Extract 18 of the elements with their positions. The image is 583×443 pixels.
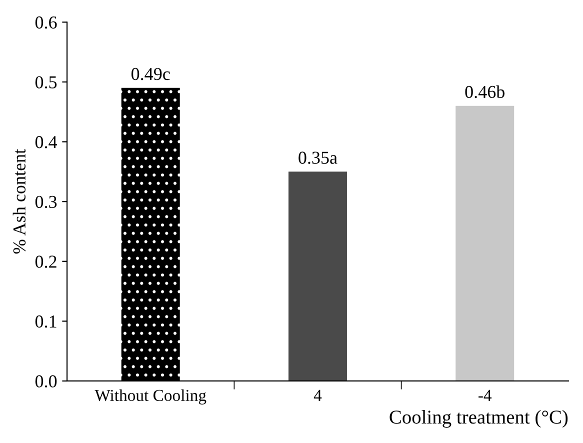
x-tick-label: Without Cooling	[94, 389, 206, 404]
y-tick-label: 0.3	[35, 196, 57, 208]
y-tick-label: 0.0	[35, 375, 57, 388]
y-tick-label: 0.5	[35, 76, 57, 88]
data-label: 0.49c	[131, 68, 170, 80]
bar	[456, 106, 514, 381]
bar	[121, 88, 180, 381]
x-axis-title: Cooling treatment (°C)	[390, 410, 568, 428]
y-tick-label: 0.4	[35, 136, 58, 148]
x-tick-label: -4	[478, 390, 492, 401]
y-tick-label: 0.1	[35, 315, 56, 328]
y-axis-title: % Ash content	[12, 149, 26, 254]
y-tick-label: 0.6	[35, 16, 57, 29]
bar	[288, 172, 347, 381]
data-label: 0.46b	[465, 85, 504, 98]
data-label: 0.35a	[298, 152, 338, 164]
y-tick-label: 0.2	[35, 256, 56, 268]
x-tick-label: 4	[314, 390, 322, 401]
